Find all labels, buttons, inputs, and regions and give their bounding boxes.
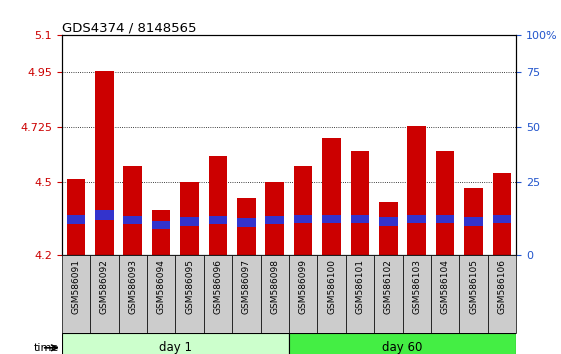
Bar (260, 255, 289, 333)
Bar (465, 217, 483, 225)
Bar (294, 215, 312, 223)
Bar (265, 216, 284, 224)
Bar (431, 255, 459, 333)
Bar (204, 255, 232, 333)
Text: GSM586101: GSM586101 (356, 259, 365, 314)
Bar (67, 215, 85, 224)
Text: GSM586104: GSM586104 (440, 259, 449, 314)
Text: GSM586096: GSM586096 (213, 259, 222, 314)
Text: time: time (34, 343, 59, 353)
Text: GSM586092: GSM586092 (100, 259, 109, 314)
Bar (62, 255, 90, 333)
Text: GSM586102: GSM586102 (384, 259, 393, 314)
Bar (123, 216, 142, 224)
Bar (118, 255, 147, 333)
Text: GSM586093: GSM586093 (128, 259, 137, 314)
Bar (322, 138, 341, 255)
Bar (289, 255, 318, 333)
Text: GSM586095: GSM586095 (185, 259, 194, 314)
Text: GSM586099: GSM586099 (298, 259, 307, 314)
Bar (147, 255, 175, 333)
Text: GSM586098: GSM586098 (270, 259, 279, 314)
Bar (436, 215, 454, 223)
Bar (379, 217, 398, 225)
Text: day 1: day 1 (159, 341, 192, 354)
Bar (232, 255, 260, 333)
Text: GSM586094: GSM586094 (157, 259, 165, 314)
Bar (209, 156, 227, 255)
Text: GSM586106: GSM586106 (498, 259, 507, 314)
Bar (237, 198, 256, 255)
Bar (62, 333, 289, 354)
Text: GSM586097: GSM586097 (242, 259, 251, 314)
Bar (294, 166, 312, 255)
Bar (322, 215, 341, 223)
Bar (180, 217, 199, 225)
Bar (289, 333, 516, 354)
Bar (493, 173, 511, 255)
Text: GSM586091: GSM586091 (71, 259, 80, 314)
Bar (90, 255, 118, 333)
Bar (351, 151, 369, 255)
Bar (95, 210, 113, 219)
Bar (465, 188, 483, 255)
Bar (175, 255, 204, 333)
Text: day 60: day 60 (383, 341, 422, 354)
Bar (379, 202, 398, 255)
Bar (123, 166, 142, 255)
Bar (152, 210, 171, 255)
Bar (318, 255, 346, 333)
Text: GSM586103: GSM586103 (412, 259, 421, 314)
Bar (403, 255, 431, 333)
Bar (95, 71, 113, 255)
Bar (459, 255, 488, 333)
Bar (180, 182, 199, 255)
Bar (488, 255, 516, 333)
Bar (265, 182, 284, 255)
Text: GDS4374 / 8148565: GDS4374 / 8148565 (62, 21, 196, 34)
Bar (346, 255, 374, 333)
Bar (237, 218, 256, 227)
Bar (351, 215, 369, 223)
Text: GSM586105: GSM586105 (469, 259, 478, 314)
Bar (493, 215, 511, 223)
Bar (407, 126, 426, 255)
Bar (436, 151, 454, 255)
Bar (374, 255, 403, 333)
Bar (407, 215, 426, 223)
Bar (209, 216, 227, 224)
Bar (67, 179, 85, 255)
Bar (152, 221, 171, 229)
Text: GSM586100: GSM586100 (327, 259, 336, 314)
